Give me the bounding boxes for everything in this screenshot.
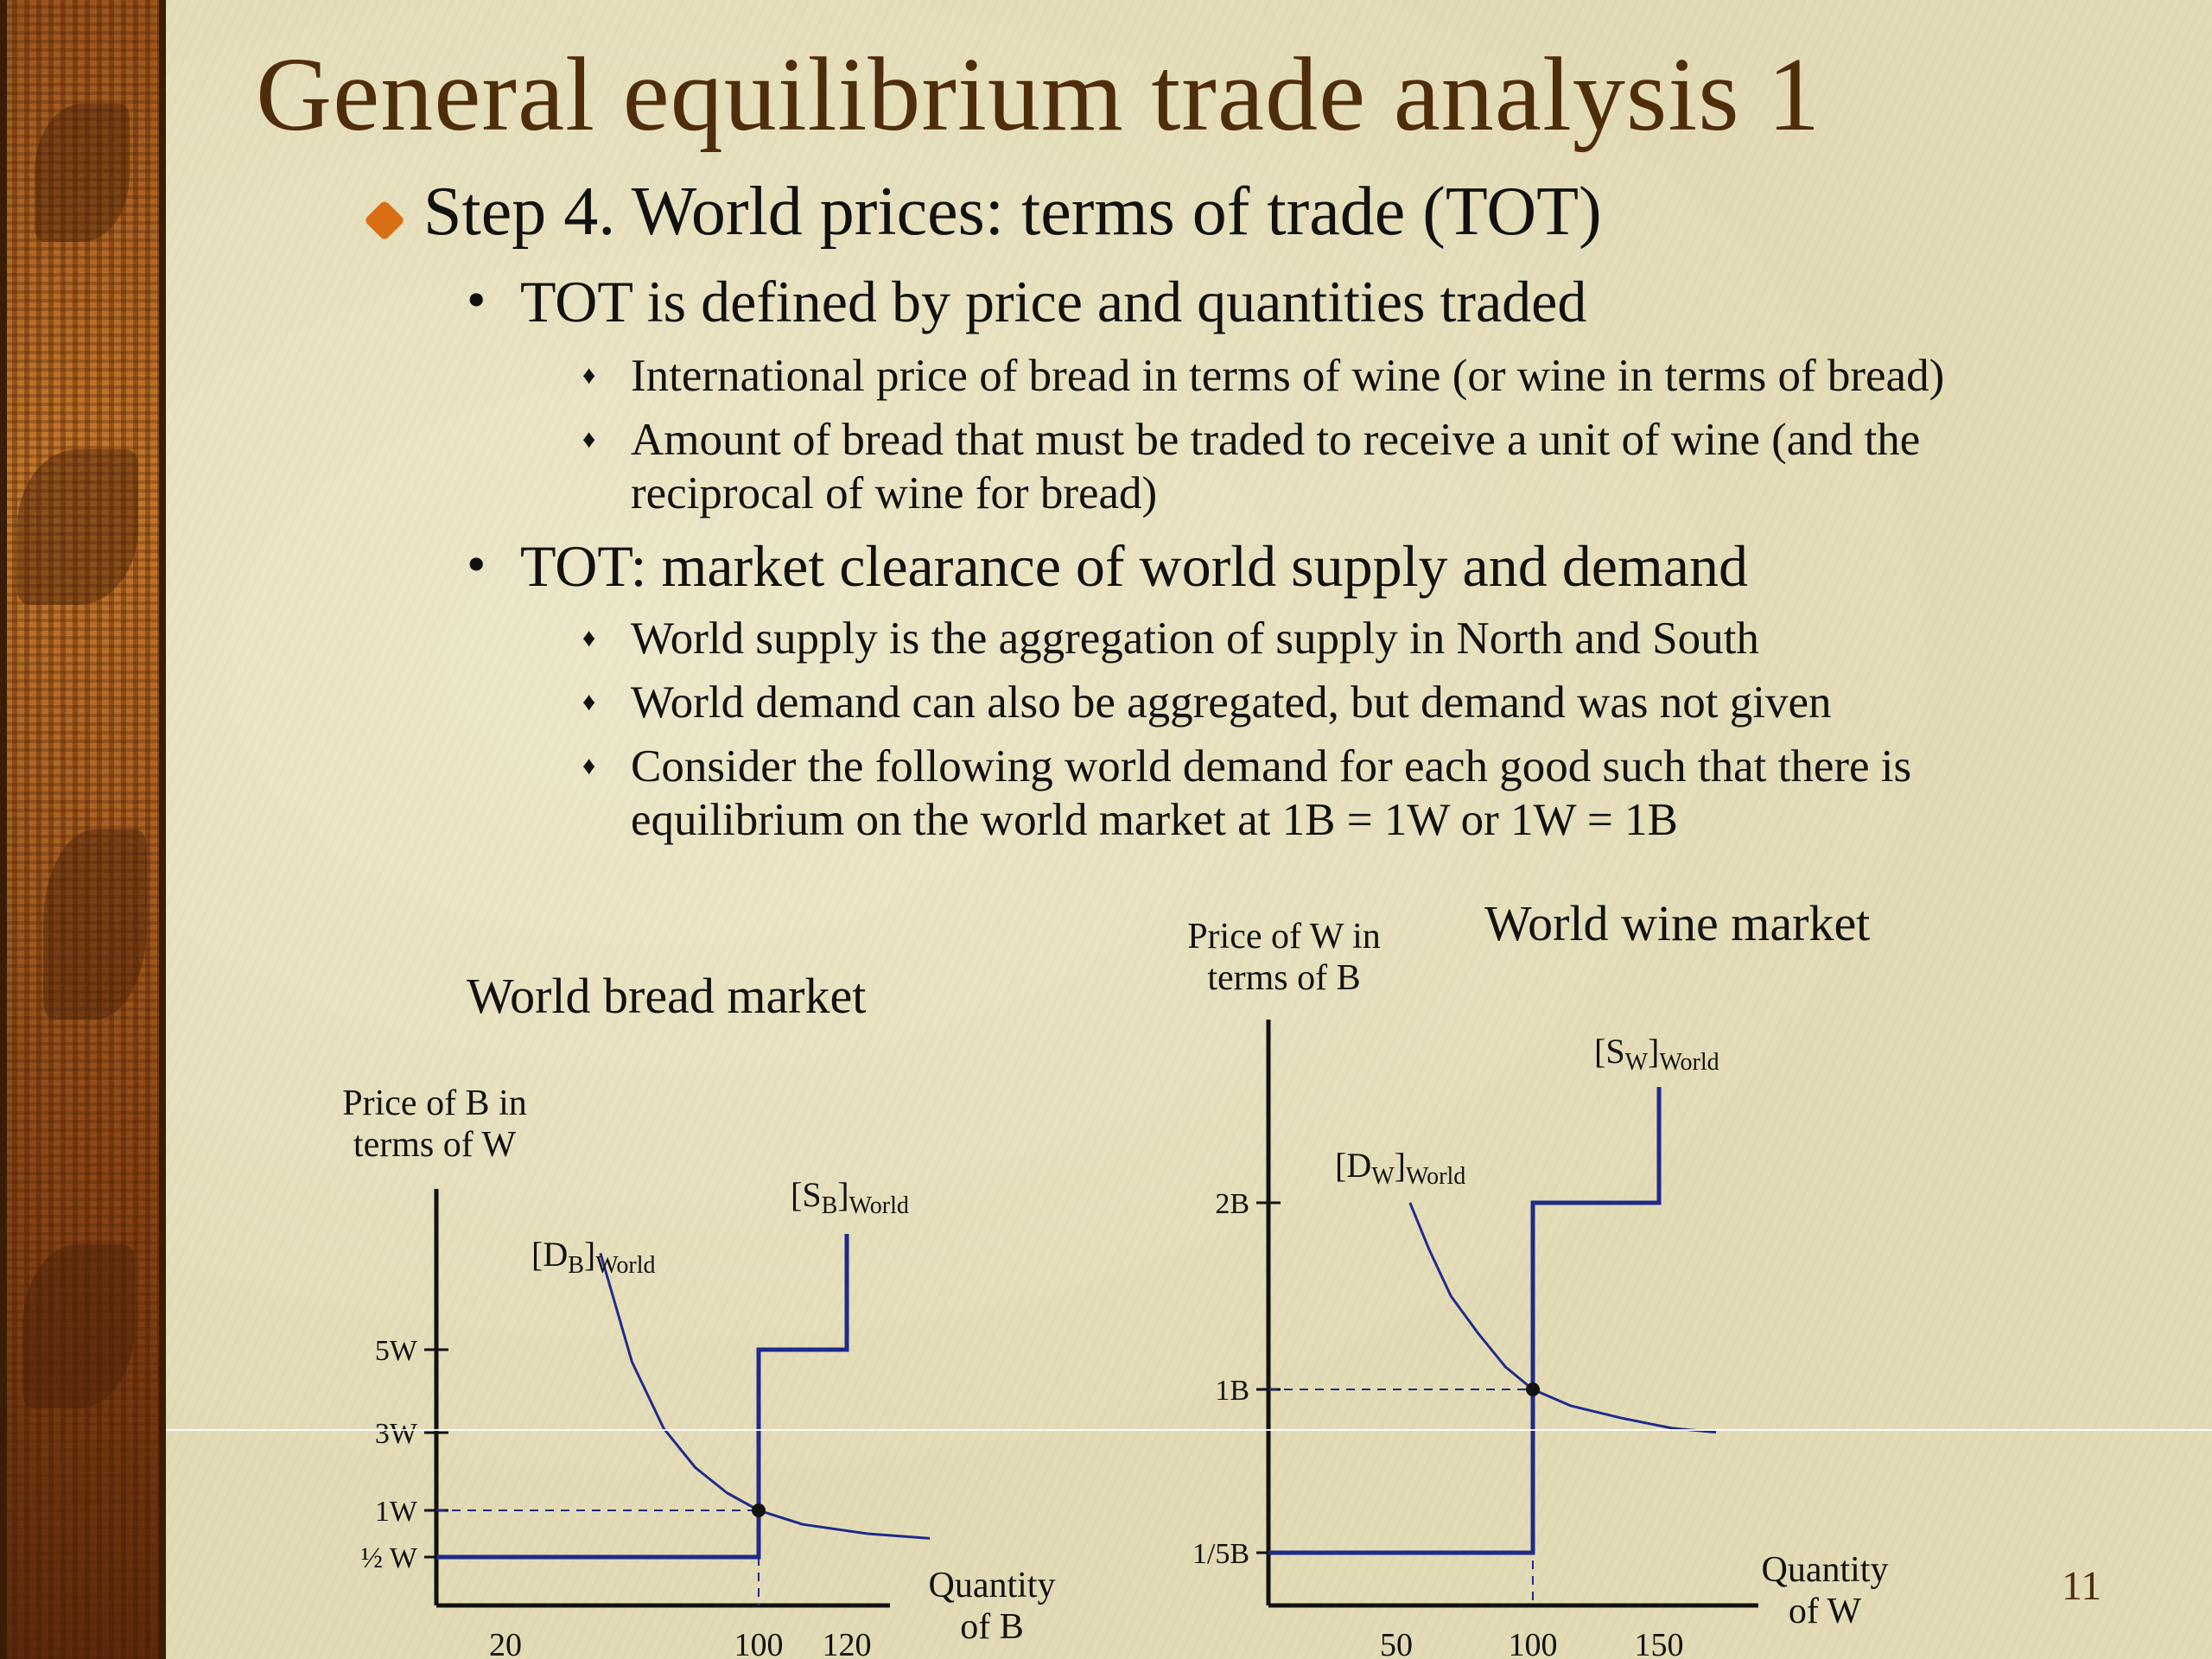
- bullet-amount-line1: Amount of bread that must be traded to r…: [631, 415, 1921, 465]
- bullet-step: Step 4. World prices: terms of trade (TO…: [423, 174, 1602, 250]
- leaf-shape: [17, 449, 138, 605]
- leaf-shape: [35, 104, 130, 242]
- x-tick-label: 150: [1635, 1627, 1684, 1659]
- chart-title: World wine market: [1484, 895, 1870, 951]
- dot-bullet-icon: •: [467, 533, 486, 594]
- supply-curve: [1268, 1087, 1662, 1555]
- diamond-bullet-icon: ♦: [582, 361, 596, 390]
- page-number: 11: [2062, 1563, 2102, 1609]
- dot-bullet-icon: •: [467, 269, 486, 330]
- chart-title: World bread market: [467, 968, 866, 1024]
- bullet-world-supply: World supply is the aggregation of suppl…: [631, 613, 1759, 664]
- slide-title: General equilibrium trade analysis 1: [256, 36, 1821, 153]
- x-tick-label: 20: [489, 1627, 522, 1659]
- y-tick-label: 1/5B: [1192, 1538, 1249, 1570]
- y-axis-label-line1: Price of B in: [342, 1084, 526, 1123]
- y-tick-label: 1B: [1215, 1375, 1249, 1407]
- diamond-bullet-icon: ♦: [582, 752, 596, 780]
- equilibrium-point: [1526, 1382, 1540, 1396]
- sidebar-edge: [0, 0, 7, 1659]
- screen-glare-line: [166, 1429, 2212, 1431]
- sidebar-edge: [159, 0, 166, 1659]
- demand-curve: [1408, 1202, 1717, 1434]
- demand-curve: [599, 1252, 931, 1540]
- x-tick-label: 100: [1509, 1627, 1558, 1659]
- x-tick-label: 120: [823, 1627, 872, 1659]
- bullet-consider-line2: equilibrium on the world market at 1B = …: [631, 795, 1678, 845]
- y-axis-label-line2: terms of B: [1207, 958, 1360, 998]
- y-tick-label: 5W: [375, 1335, 418, 1367]
- supply-curve-label: [SB]World: [791, 1175, 909, 1219]
- bullet-tot-defined: TOT is defined by price and quantities t…: [520, 269, 1587, 334]
- supply-curve: [436, 1234, 849, 1560]
- x-tick-label: 100: [734, 1627, 784, 1659]
- x-tick-label: 50: [1380, 1627, 1413, 1659]
- demand-curve-label: [DB]World: [531, 1235, 656, 1279]
- supply-curve-label: [SW]World: [1594, 1032, 1719, 1076]
- bullet-market-clearance: TOT: market clearance of world supply an…: [520, 533, 1748, 599]
- demand-curve-label: [DW]World: [1335, 1146, 1465, 1190]
- x-axis-label-line1: Quantity: [929, 1566, 1056, 1605]
- diamond-bullet-icon: ♦: [582, 688, 596, 716]
- x-axis-label-line2: of W: [1789, 1592, 1862, 1631]
- y-axis-label-line1: Price of W in: [1187, 917, 1381, 957]
- bullet-amount-line2: reciprocal of wine for bread): [631, 468, 1158, 518]
- decorative-sidebar: [0, 0, 166, 1659]
- y-tick-label: ½ W: [361, 1542, 418, 1574]
- y-tick-label: 1W: [375, 1496, 418, 1528]
- y-tick-label: 2B: [1215, 1188, 1249, 1220]
- leaf-shape: [22, 1244, 135, 1408]
- x-axis-label-line1: Quantity: [1762, 1550, 1889, 1590]
- diamond-bullet-icon: ♦: [582, 425, 596, 454]
- leaf-shape: [43, 830, 147, 1020]
- x-axis-label-line2: of B: [960, 1607, 1024, 1647]
- diamond-bullet-icon: ♦: [582, 624, 596, 652]
- bullet-intl-price: International price of bread in terms of…: [631, 351, 1945, 401]
- bullet-world-demand: World demand can also be aggregated, but…: [631, 677, 1832, 728]
- equilibrium-point: [752, 1503, 766, 1517]
- y-axis-label-line2: terms of W: [353, 1125, 517, 1165]
- y-tick-label: 3W: [375, 1418, 418, 1450]
- bullet-consider-line1: Consider the following world demand for …: [631, 741, 1912, 791]
